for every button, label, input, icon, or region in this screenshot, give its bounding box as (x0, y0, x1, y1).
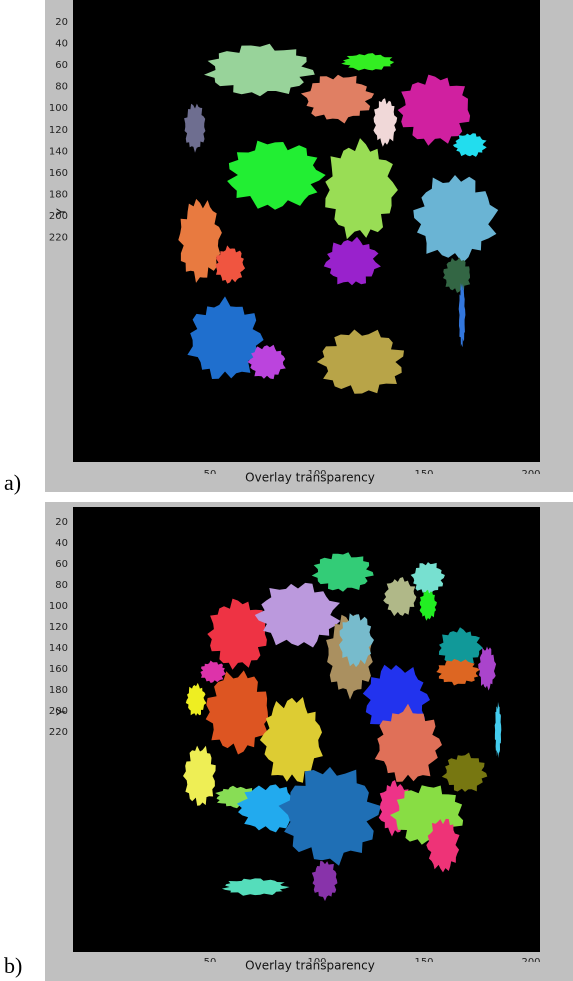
figure: a)20406080100120140160180200220Y50100150… (0, 0, 573, 981)
y-tick-label: 80 (55, 82, 68, 93)
y-tick-label: 120 (49, 125, 68, 136)
x-axis-label: Overlay transparency (245, 471, 375, 485)
y-tick-label: 140 (49, 643, 68, 654)
y-axis-label: Y (55, 208, 69, 217)
y-tick-label: 60 (55, 559, 68, 570)
y-axis-label: Y (55, 708, 69, 717)
y-tick-label: 220 (49, 727, 68, 738)
y-tick-label: 180 (49, 685, 68, 696)
y-tick-label: 160 (49, 168, 68, 179)
y-tick-label: 40 (55, 39, 68, 50)
y-tick-label: 80 (55, 580, 68, 591)
x-axis-label: Overlay transparency (245, 959, 375, 973)
y-tick-label: 180 (49, 189, 68, 200)
y-tick-label: 100 (49, 103, 68, 114)
y-tick-label: 140 (49, 146, 68, 157)
y-tick-label: 20 (55, 17, 68, 28)
y-tick-label: 220 (49, 233, 68, 244)
y-tick-label: 120 (49, 622, 68, 633)
y-tick-label: 20 (55, 517, 68, 528)
y-tick-label: 60 (55, 60, 68, 71)
panel-label: a) (4, 470, 21, 495)
y-tick-label: 160 (49, 664, 68, 675)
y-tick-label: 40 (55, 538, 68, 549)
panel-label: b) (4, 953, 22, 978)
y-tick-label: 100 (49, 601, 68, 612)
